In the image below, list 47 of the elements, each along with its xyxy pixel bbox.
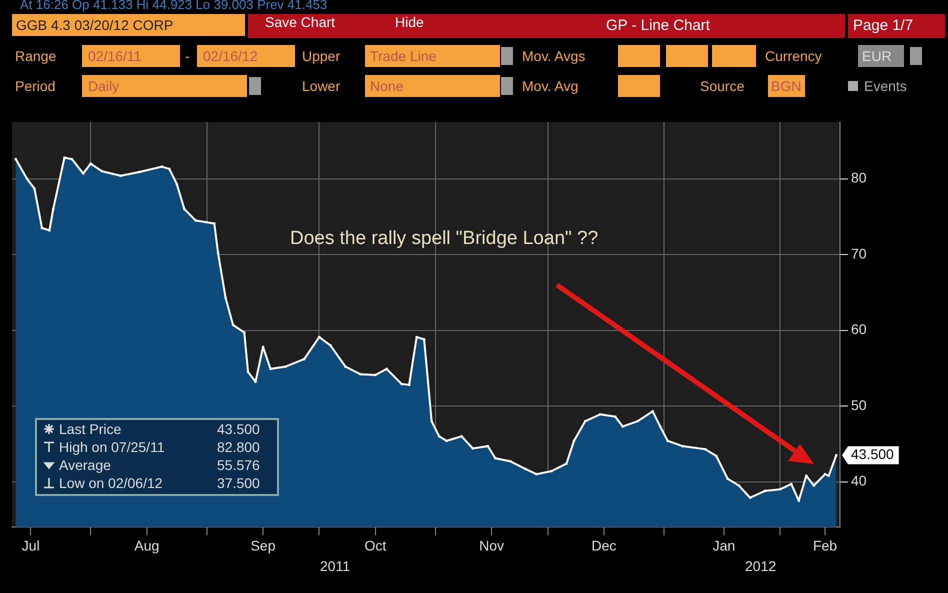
y-tick-label: 70 — [851, 245, 867, 262]
text: Mov. Avg — [522, 77, 578, 96]
x-tick-label: Dec — [592, 537, 616, 554]
text: Events — [864, 77, 907, 96]
x-tick-label: Nov — [479, 537, 504, 554]
text: GGB 4.3 03/20/12 CORP — [16, 16, 174, 35]
text: None — [370, 77, 404, 96]
annotation: 43.500 — [217, 420, 260, 439]
text: Page 1/7 — [853, 16, 914, 36]
x-tick-label: Oct — [364, 537, 386, 554]
x-tick-label: Feb — [812, 537, 838, 554]
text: Lower — [302, 77, 340, 96]
text: Save Chart — [265, 13, 336, 32]
x-tick-label: Sep — [250, 537, 276, 554]
x-tick-label: Jan — [712, 537, 736, 554]
x-tick-label: Aug — [134, 537, 160, 554]
y-tick-label: 80 — [851, 170, 867, 186]
annotation: 43.500 — [851, 446, 894, 462]
annotation: Does the rally spell "Bridge Loan" ?? — [290, 228, 598, 250]
text: Upper — [302, 47, 340, 66]
x-tick-label: Jul — [22, 537, 40, 554]
text: Period — [15, 77, 56, 96]
text: 2012 — [745, 557, 776, 576]
text: 02/16/12 — [203, 47, 258, 66]
annotation: 55.576 — [217, 456, 260, 475]
text: Source — [700, 77, 744, 96]
y-tick-label: 40 — [851, 472, 867, 489]
text: Daily — [88, 77, 120, 96]
text: Hide — [395, 13, 424, 32]
text: BGN — [771, 77, 802, 96]
annotation: 82.800 — [217, 438, 260, 457]
text: Mov. Avgs — [522, 47, 586, 66]
annotation: 37.500 — [217, 474, 260, 493]
annotation: Average — [59, 456, 111, 475]
text: - — [185, 47, 190, 66]
y-tick-label: 60 — [851, 321, 867, 338]
annotation: Last Price — [59, 420, 122, 439]
chart-title: GP - Line Chart — [605, 16, 711, 36]
text: EUR — [862, 47, 892, 66]
annotation: Low on 02/06/12 — [59, 474, 163, 493]
annotation: High on 07/25/11 — [59, 438, 165, 457]
y-tick-label: 50 — [851, 396, 867, 413]
text: Trade Line — [370, 47, 436, 66]
text: Currency — [765, 47, 822, 66]
text: 02/16/11 — [88, 47, 142, 66]
text: Range — [15, 47, 56, 66]
text: 2011 — [320, 557, 350, 576]
